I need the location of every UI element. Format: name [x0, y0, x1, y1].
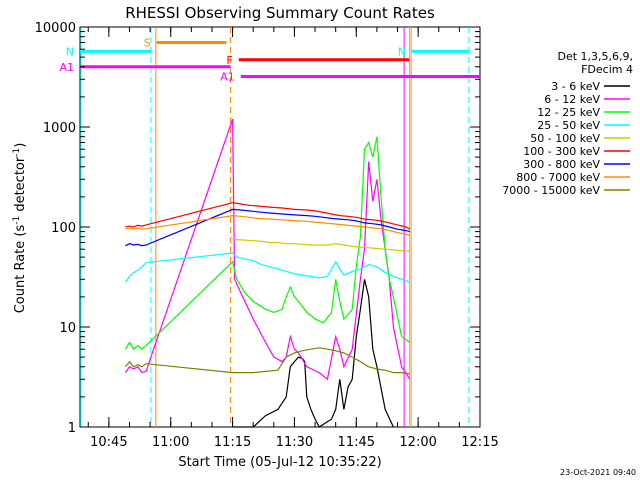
y-tick-label: 1: [68, 421, 76, 436]
state-bar-label: A1: [59, 61, 74, 74]
series-line: [232, 279, 394, 428]
legend-label: 100 - 300 keV: [523, 145, 600, 158]
y-tick-label: 1000: [43, 121, 76, 136]
legend-header: Det 1,3,5,6,9,: [557, 50, 633, 63]
state-bar-label: N: [398, 45, 406, 58]
state-bar-label: F: [226, 54, 232, 67]
series-line: [124, 136, 411, 351]
x-axis-label: Start Time (05-Jul-12 10:35:22): [178, 455, 381, 470]
y-axis: 1 10 100 1000 10000: [35, 21, 480, 436]
legend-label: 3 - 6 keV: [551, 80, 600, 93]
plot-area: S N N F A1 A1: [59, 26, 481, 428]
legend-label: 12 - 25 keV: [537, 106, 600, 119]
x-axis: 10:45 11:00 11:15 11:30 11:45 12:00 12:15: [87, 27, 499, 450]
x-tick-label: 12:00: [399, 435, 436, 450]
x-tick-label: 10:45: [90, 435, 127, 450]
x-tick-label: 11:30: [276, 435, 313, 450]
y-axis-label: Count Rate (s-1 detector-1): [12, 143, 28, 314]
state-bar-label: S: [144, 36, 151, 49]
series-line: [232, 238, 410, 252]
state-bar-label: N: [66, 45, 74, 58]
x-tick-label: 11:00: [152, 435, 189, 450]
legend-label: 6 - 12 keV: [544, 93, 600, 106]
legend-label: 50 - 100 keV: [530, 132, 600, 145]
legend-label: 7000 - 15000 keV: [502, 184, 600, 197]
legend-label: 800 - 7000 keV: [516, 171, 600, 184]
timestamp: 23-Oct-2021 09:40: [560, 468, 636, 477]
x-tick-label: 12:15: [461, 435, 498, 450]
x-tick-label: 11:15: [214, 435, 251, 450]
series-line: [125, 208, 411, 247]
y-tick-label: 100: [51, 221, 76, 236]
x-tick-label: 11:45: [338, 435, 375, 450]
chart-title: RHESSI Observing Summary Count Rates: [125, 4, 435, 22]
state-bar-label: A1: [220, 70, 235, 83]
series-line: [124, 252, 411, 283]
y-tick-label: 10: [59, 321, 76, 336]
series-line: [124, 347, 410, 375]
legend-header: FDecim 4: [581, 63, 633, 76]
legend-label: 300 - 800 keV: [523, 158, 600, 171]
series-line: [124, 118, 411, 381]
series-line: [125, 214, 411, 237]
series-line: [125, 202, 411, 230]
legend-label: 25 - 50 keV: [537, 119, 600, 132]
y-tick-label: 10000: [35, 21, 76, 36]
